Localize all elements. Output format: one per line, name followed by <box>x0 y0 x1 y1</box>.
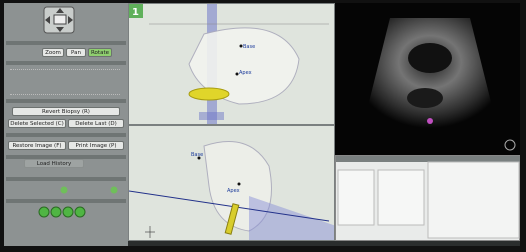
top-3d-view: 1 Base Apex <box>128 3 335 125</box>
view-index: 1 <box>132 7 139 18</box>
pan-button[interactable]: Pan <box>66 48 86 57</box>
bottom-3d-scene: Base Apex <box>129 126 335 241</box>
delete-selected-button[interactable]: Delete Selected (C) <box>8 119 66 128</box>
status-bar <box>128 241 520 246</box>
ultrasound-view <box>335 3 520 155</box>
base-label: Base <box>191 152 203 158</box>
delete-last-button[interactable]: Delete Last (D) <box>68 119 124 128</box>
bottom-3d-view: Base Apex <box>128 125 335 241</box>
ultrasound-image <box>335 3 520 155</box>
info-tables <box>336 156 520 242</box>
base-label: Base <box>243 44 255 50</box>
apex-label: Apex <box>227 188 240 194</box>
left-panel: Zoom Pan Rotate Revert Biopsy (R) Delete… <box>4 3 128 246</box>
page: {"left_panel":{"view_buttons":["Zoom","P… <box>0 0 526 252</box>
load-history-button[interactable]: Load History <box>24 159 84 168</box>
nav-pad <box>4 3 128 39</box>
info-panel <box>335 155 520 241</box>
restore-image-button[interactable]: Restore Image (F) <box>8 141 66 150</box>
top-3d-scene: 1 Base Apex <box>129 4 335 125</box>
print-image-button[interactable]: Print Image (P) <box>68 141 124 150</box>
options-area <box>10 69 120 95</box>
zoom-button[interactable]: Zoom <box>42 48 64 57</box>
screen: Zoom Pan Rotate Revert Biopsy (R) Delete… <box>4 3 520 246</box>
revert-biopsy-button[interactable]: Revert Biopsy (R) <box>12 107 120 116</box>
rotate-button[interactable]: Rotate <box>88 48 112 57</box>
status-icons <box>4 181 128 241</box>
apex-label: Apex <box>239 70 252 76</box>
